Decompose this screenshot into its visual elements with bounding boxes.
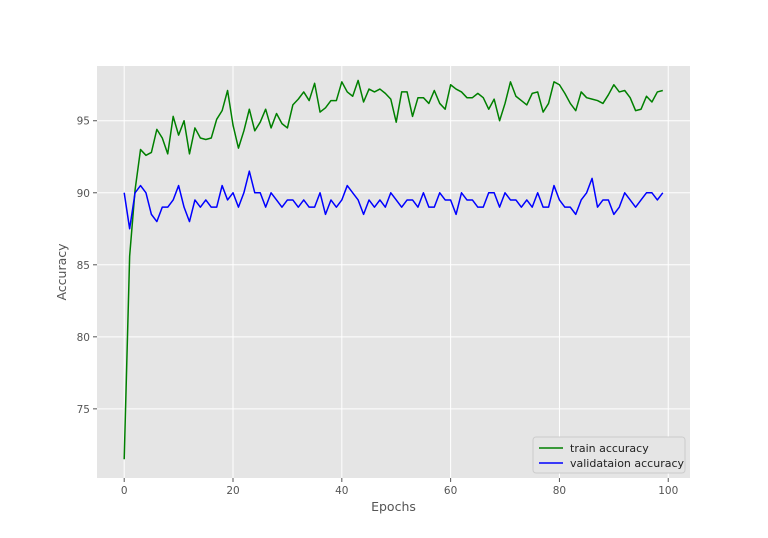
grid-lines [97, 66, 690, 478]
y-tick-label: 80 [77, 332, 90, 344]
legend-label-train: train accuracy [570, 442, 649, 455]
series-line-0 [123, 79, 663, 460]
x-tick-label: 20 [226, 485, 239, 497]
x-tick-label: 100 [658, 485, 678, 497]
y-axis-label: Accuracy [54, 243, 69, 301]
legend-label-validation: validataion accuracy [570, 457, 685, 470]
x-tick-label: 40 [335, 485, 348, 497]
y-tick-label: 75 [77, 404, 90, 416]
x-axis-label: Epochs [371, 499, 416, 514]
series-lines [123, 79, 664, 460]
y-axis-ticks: 75 80 85 90 95 [77, 116, 97, 416]
x-axis-ticks: 0 20 40 60 80 100 [121, 478, 678, 497]
y-tick-label: 95 [77, 116, 90, 128]
x-tick-label: 60 [444, 485, 457, 497]
x-tick-label: 0 [121, 485, 128, 497]
series-line-1 [123, 170, 664, 230]
y-tick-label: 85 [77, 260, 90, 272]
legend: train accuracy validataion accuracy [532, 436, 686, 474]
y-tick-label: 90 [77, 188, 90, 200]
x-tick-label: 80 [553, 485, 566, 497]
legend-box [532, 436, 686, 474]
